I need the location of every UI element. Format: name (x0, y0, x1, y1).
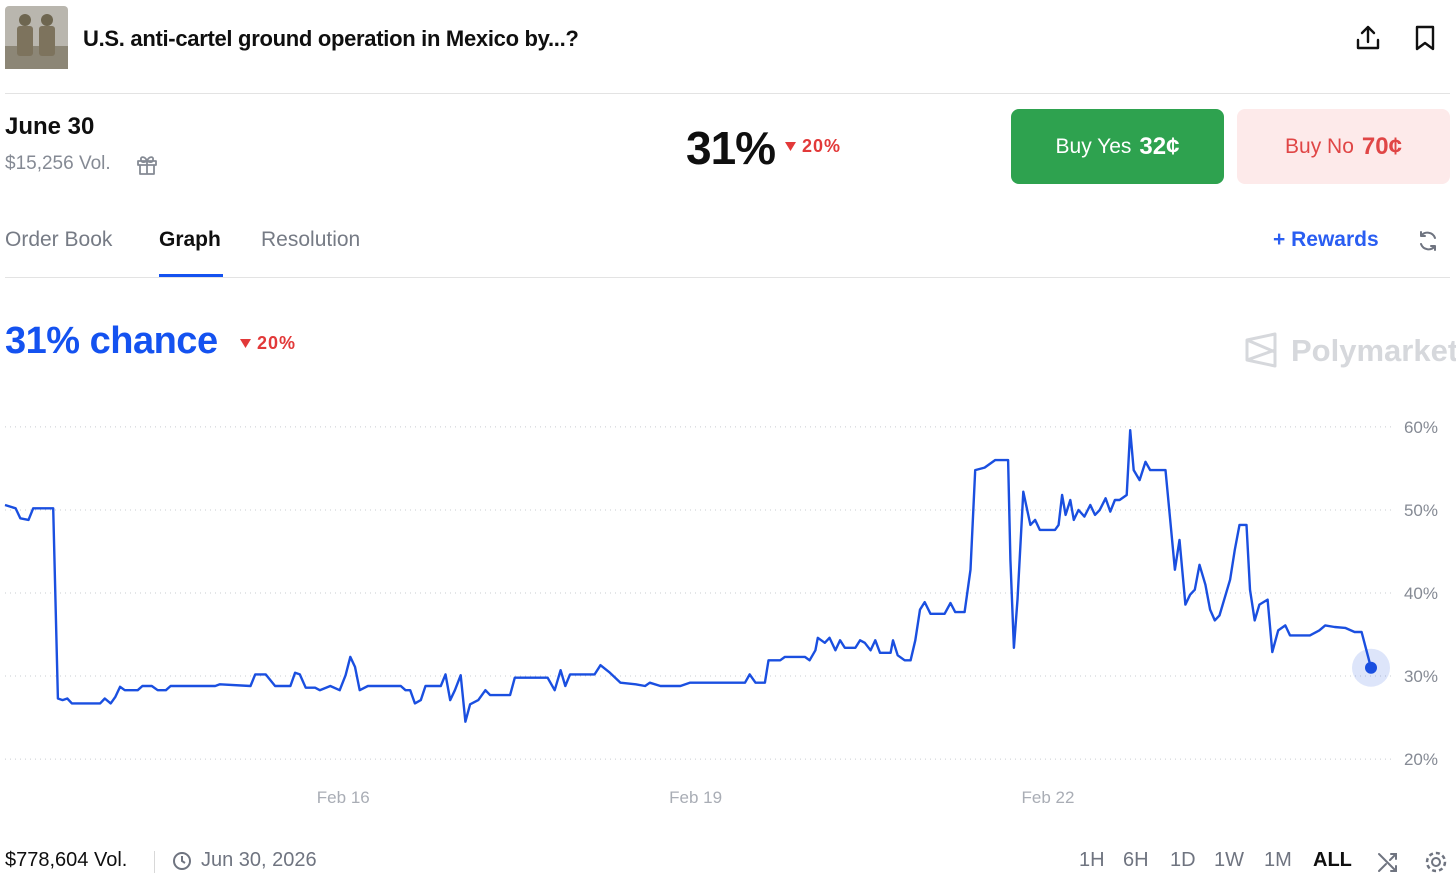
range-button[interactable]: 6H (1123, 849, 1149, 871)
polymarket-logo (1245, 332, 1277, 368)
tab[interactable]: Order Book (5, 228, 113, 251)
y-tick-label: 60% (1404, 418, 1438, 437)
end-date: Jun 30, 2026 (201, 849, 317, 871)
price-change-value: 20% (802, 136, 842, 156)
total-volume: $778,604 Vol. (5, 849, 128, 871)
range-button[interactable]: 1W (1214, 849, 1244, 871)
tab-underline (159, 274, 223, 277)
outcome-price: 31% (686, 122, 776, 174)
gift-icon (137, 156, 157, 175)
outcome-volume: $15,256 Vol. (5, 153, 111, 174)
chart-change-value: 20% (257, 333, 297, 353)
chart-change: 20% (239, 333, 296, 354)
chart-title: 31% chance (5, 320, 218, 362)
chart: 20% 30% 40% 50% 60% Feb 16 Feb 19 Feb 22 (4, 418, 1438, 807)
y-tick-label: 30% (1404, 667, 1438, 686)
tab[interactable]: Resolution (261, 228, 361, 251)
divider (5, 277, 1450, 278)
range-button[interactable]: 1H (1079, 849, 1105, 871)
price-change: 20% (784, 136, 841, 157)
buy-yes-label: Buy Yes (1055, 134, 1132, 158)
refresh-button[interactable] (1416, 229, 1440, 253)
rewards-label: Rewards (1291, 228, 1379, 251)
market-title: U.S. anti-cartel ground operation in Mex… (83, 26, 579, 51)
buy-no-price: 70¢ (1361, 132, 1402, 160)
divider (154, 851, 155, 873)
compare-button[interactable] (1376, 850, 1400, 874)
market-image (5, 6, 68, 69)
x-tick-label: Feb 16 (317, 788, 370, 807)
share-button[interactable] (1354, 24, 1382, 52)
tab[interactable]: Graph (159, 228, 221, 251)
clock-icon (173, 852, 191, 870)
down-arrow (785, 142, 796, 151)
watermark: Polymarket (1291, 333, 1456, 368)
buy-no-button[interactable]: Buy No 70¢ (1237, 109, 1450, 184)
down-arrow (240, 339, 251, 348)
buy-yes-price: 32¢ (1139, 132, 1180, 160)
divider (5, 93, 1450, 94)
end-point (1365, 661, 1377, 674)
price-line (4, 429, 1373, 723)
y-tick-label: 40% (1404, 584, 1438, 603)
outcome-name: June 30 (5, 113, 95, 140)
range-button[interactable]: 1D (1170, 849, 1196, 871)
x-tick-label: Feb 19 (669, 788, 722, 807)
y-tick-label: 50% (1404, 501, 1438, 520)
buy-yes-button[interactable]: Buy Yes 32¢ (1011, 109, 1224, 184)
bookmark-button[interactable] (1412, 24, 1438, 52)
range-button[interactable]: 1M (1264, 849, 1292, 871)
settings-button[interactable] (1423, 849, 1449, 875)
buy-no-label: Buy No (1285, 134, 1354, 158)
rewards-button[interactable]: + Rewards (1273, 228, 1379, 251)
range-button[interactable]: ALL (1313, 849, 1352, 871)
x-tick-label: Feb 22 (1022, 788, 1075, 807)
y-tick-label: 20% (1404, 750, 1438, 769)
